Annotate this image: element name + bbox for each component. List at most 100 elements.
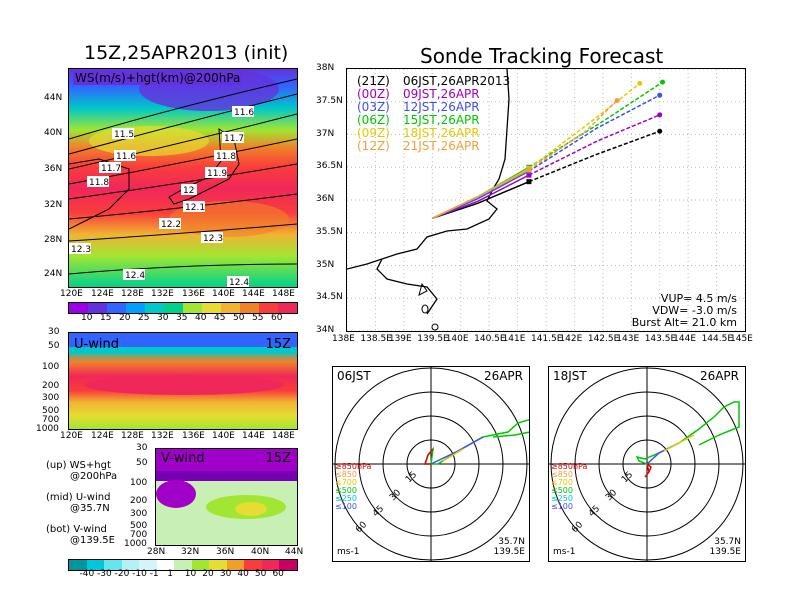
p-tick: 200	[130, 496, 148, 506]
colorbar-tick: 1	[167, 569, 173, 579]
lon-tick: 142.5E	[587, 334, 620, 344]
track-line	[432, 174, 530, 220]
lon-tick: 144E	[242, 431, 265, 441]
lon-tick: 120E	[60, 431, 83, 441]
legend-entry: (12Z) 21JST,26APR	[357, 140, 510, 153]
hodograph-18jst: 15 30 45 60 18JST 26APR ms-1 35.7N 139.5…	[548, 366, 746, 562]
colorbar-swatch	[121, 560, 140, 570]
colorbar-tick: 60	[271, 313, 283, 323]
hodo2-lat: 35.7N	[714, 537, 741, 547]
lon-tick: 139E	[388, 334, 412, 344]
hodo2-time: 18JST	[553, 369, 587, 383]
lon-tick: 144E	[673, 334, 697, 344]
contour-label: 12.3	[203, 234, 223, 244]
lat-tick: 32N	[44, 200, 63, 210]
lon-tick: 140.5E	[474, 334, 506, 344]
p-tick: 1000	[124, 539, 147, 549]
p-tick: 700	[130, 530, 148, 540]
colorbar-swatch	[278, 303, 297, 313]
hodo-legend-entry: ≤850	[335, 470, 357, 479]
contour-label: 12	[183, 186, 194, 196]
track-legend: (21Z) 06JST,26APR2013 (00Z) 09JST,26APR (03Z…	[357, 75, 510, 153]
lat-tick: 44N	[285, 547, 304, 557]
track-marker	[526, 179, 532, 185]
lat-tick: 35N	[316, 259, 335, 270]
colorbar-swatch	[145, 303, 164, 313]
ring-label: 60	[354, 520, 369, 535]
lat-tick: 36.5N	[316, 161, 343, 172]
track-info: VUP= 4.5 m/s VDW= -3.0 m/s Burst Alt= 21…	[632, 293, 737, 329]
legend-code: (12Z)	[357, 139, 390, 153]
hodo-legend-entry: ≤250	[335, 494, 357, 503]
colorbar-tick: -1	[149, 569, 159, 579]
p-tick: 300	[42, 393, 60, 403]
colorbar-tick: 30	[219, 569, 232, 579]
p-tick: 300	[130, 509, 148, 519]
colorbar-swatch	[164, 303, 183, 313]
vwind-time: 15Z	[265, 451, 291, 466]
colorbar-swatch	[69, 303, 88, 313]
lon-tick: 124E	[91, 431, 114, 441]
colorbar-tick: 50	[233, 313, 245, 323]
lat-tick: 36N	[216, 547, 235, 557]
track-marker	[526, 167, 532, 173]
hodo2-loc: 35.7N 139.5E	[710, 537, 741, 557]
right-title: Sonde Tracking Forecast	[420, 44, 664, 68]
hodo2-svg: 15 30 45 60	[549, 367, 745, 561]
p-tick: 700	[42, 415, 60, 425]
legend-entry: (06Z) 15JST,26APR	[357, 114, 510, 127]
colorbar-swatch	[156, 560, 175, 570]
track-line-dashed	[528, 130, 660, 183]
lat-tick: 38N	[316, 63, 335, 73]
track-line-dashed	[528, 81, 663, 168]
colorbar-tick: -10	[132, 569, 147, 579]
lat-tick: 44N	[44, 93, 63, 103]
colorbar-swatch	[86, 560, 105, 570]
colorbar-tick: 15	[100, 313, 112, 323]
ring-label: 45	[371, 504, 386, 519]
colorbar-tick: 20	[202, 569, 214, 579]
legend-entry: (03Z) 12JST,26APR	[357, 101, 510, 114]
lon-tick: 140E	[445, 334, 469, 344]
contour-label: 11.8	[89, 178, 109, 188]
colorbar-swatch	[104, 560, 122, 570]
lat-tick: 36N	[316, 194, 335, 204]
colorbar-swatch	[240, 303, 259, 313]
map-label: WS(m/s)+hgt(km)@200hPa	[73, 71, 243, 85]
hodo1-time: 06JST	[337, 369, 371, 383]
lon-tick: 144E	[242, 289, 265, 299]
lon-tick: 145E	[730, 334, 753, 344]
lon-tick: 144.5E	[701, 334, 734, 344]
track-line-dashed	[528, 94, 661, 172]
contour-label: 11.9	[207, 169, 227, 179]
lat-tick: 32N	[181, 547, 200, 557]
hodo-legend-entry: ≤100	[551, 502, 573, 511]
colorbar-swatch	[174, 560, 192, 570]
p-tick: 30	[136, 443, 148, 453]
vwind-panel: V-wind 15Z	[155, 448, 298, 546]
hodo2-unit: ms-1	[553, 547, 576, 557]
p-tick: 100	[42, 362, 60, 372]
lon-tick: 143.5E	[644, 334, 677, 344]
track-endpoint	[657, 128, 663, 134]
ws-hgt-map: 11.5 11.6 11.6 11.7 11.7 11.8 11.8 11.9 …	[68, 68, 298, 288]
contour-label: 11.7	[224, 134, 244, 144]
track-endpoint	[657, 112, 663, 118]
hodo-legend-entry: ≥850hPa	[335, 462, 372, 471]
info-vdw: VDW= -3.0 m/s	[652, 304, 737, 317]
desc-up: (up) WS+hgt @200hPa	[46, 460, 117, 482]
hodo1-lat: 35.7N	[498, 537, 525, 547]
legend-code: (09Z)	[357, 126, 390, 140]
lon-tick: 148E	[272, 289, 295, 299]
lon-tick: 132E	[151, 431, 174, 441]
lat-tick: 34N	[316, 325, 335, 335]
colorbar-tick: 50	[254, 569, 267, 579]
track-line	[431, 169, 530, 220]
colorbar-swatch	[191, 560, 210, 570]
desc-up-b: @200hPa	[70, 471, 118, 482]
track-endpoint	[657, 92, 663, 98]
colorbar-swatch	[226, 560, 245, 570]
p-tick: 1000	[36, 424, 59, 434]
colorbar-tick: -20	[114, 569, 130, 579]
hodo-legend-entry: ≥850hPa	[551, 462, 588, 471]
